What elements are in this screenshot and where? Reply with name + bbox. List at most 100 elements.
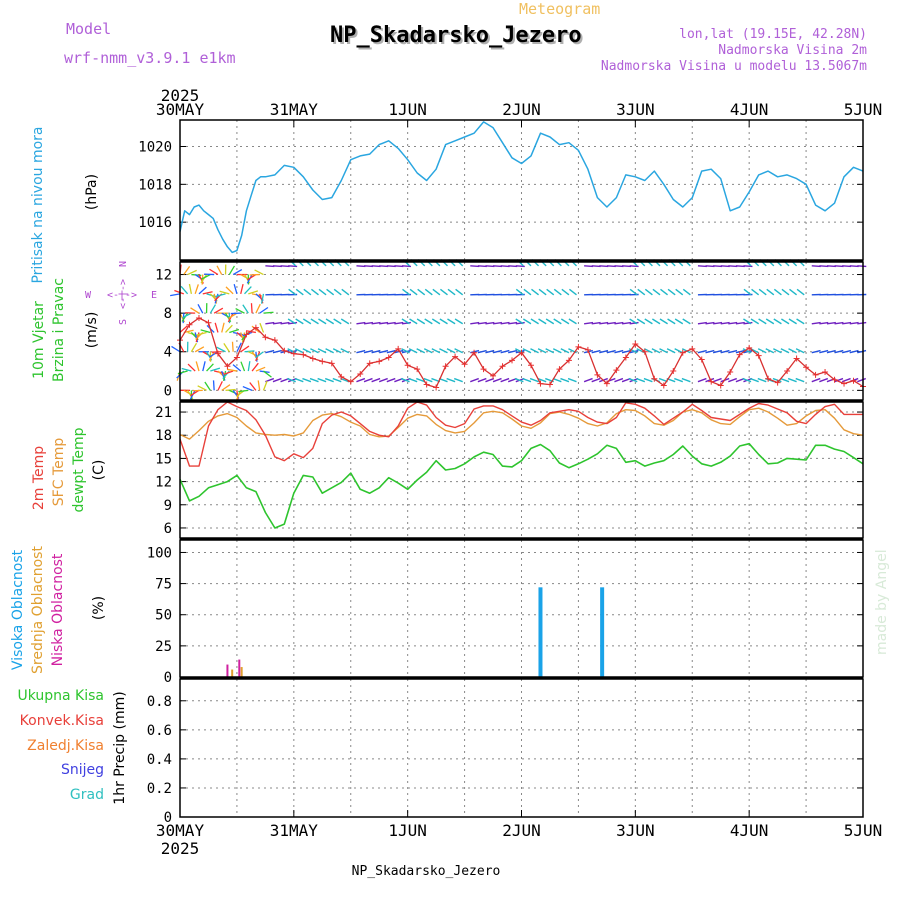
wind-arrow xyxy=(295,288,304,296)
wind-arrow xyxy=(629,321,639,325)
wind-arrow xyxy=(781,318,790,325)
wind-arrow xyxy=(259,306,269,314)
wind-speed-marker xyxy=(727,369,734,376)
wind-speed-marker xyxy=(423,381,430,388)
wind-arrow xyxy=(197,304,204,314)
wind-arrow xyxy=(492,265,503,268)
model-altitude-label: Nadmorska Visina u modelu 13.5067m xyxy=(601,59,867,74)
day-tick-label-top: 1JUN xyxy=(388,100,427,119)
cloud-label-high: Visoka Oblacnost xyxy=(10,549,26,670)
wind-arrow xyxy=(651,318,661,325)
wind-speed-marker xyxy=(803,364,810,371)
wind-arrow xyxy=(781,288,790,296)
wind-ytick-label: 4 xyxy=(164,345,172,361)
wind-arrow xyxy=(310,348,319,354)
wind-arrow xyxy=(545,318,555,325)
station-title-shadow: NP_Skadarsko_Jezero xyxy=(332,25,584,50)
wind-arrow xyxy=(183,266,191,275)
wind-arrow xyxy=(416,318,426,325)
wind-speed-marker xyxy=(271,337,278,344)
wind-speed-marker xyxy=(319,358,326,365)
wind-arrow xyxy=(857,265,867,268)
wind-arrow xyxy=(254,269,264,276)
wind-speed-marker xyxy=(243,331,250,338)
wind-grid xyxy=(180,262,863,400)
wind-arrow xyxy=(371,349,381,354)
wind-arrow xyxy=(294,348,304,354)
wind-arrow xyxy=(485,265,495,268)
wind-arrow xyxy=(371,377,381,383)
precip-unit: 1hr Precip (mm) xyxy=(112,691,128,804)
wind-speed-marker xyxy=(357,370,364,377)
wind-arrow xyxy=(758,288,767,296)
pressure-frame xyxy=(179,119,864,261)
wind-speed-marker xyxy=(414,366,421,373)
wind-arrow xyxy=(294,377,304,383)
wind-arrow xyxy=(455,288,464,296)
precip-ytick-label: 0.6 xyxy=(147,723,172,739)
wind-speed-marker xyxy=(708,378,715,385)
wind-arrow xyxy=(386,349,396,354)
day-tick-label-top: 31MAY xyxy=(270,100,319,119)
wind-arrow xyxy=(567,377,577,383)
wind-arrow xyxy=(560,377,570,383)
temp-ytick-label: 9 xyxy=(164,498,172,514)
wind-arrow xyxy=(713,321,723,325)
wind-arrow xyxy=(652,288,661,296)
wind-arrow xyxy=(508,265,518,268)
year-top: 2025 xyxy=(161,86,200,105)
precip-ytick-label: 0.2 xyxy=(147,781,172,797)
wind-arrow xyxy=(332,377,342,383)
wind-arrow xyxy=(225,286,234,295)
wind-arrow xyxy=(743,265,753,268)
wind-arrow xyxy=(523,288,532,296)
wind-speed-marker xyxy=(546,381,553,388)
cloud-ytick-label: 0 xyxy=(164,670,172,686)
pressure-ytick-label: 1016 xyxy=(138,215,172,231)
temp-unit: (C) xyxy=(91,460,107,481)
day-tick-label-bottom: 31MAY xyxy=(270,821,319,840)
precip-legend-hail: Grad xyxy=(70,787,104,803)
wind-arrow xyxy=(181,367,192,372)
wind-arrow xyxy=(340,377,350,383)
wind-arrow xyxy=(263,311,274,314)
temp-grid xyxy=(180,402,863,538)
wind-arrow xyxy=(446,377,456,383)
wind-unit: (m/s) xyxy=(84,312,100,349)
dewpoint-line xyxy=(179,442,864,529)
wind-arrow xyxy=(242,304,249,314)
wind-arrow xyxy=(363,349,373,354)
wind-arrow xyxy=(743,288,752,296)
wind-arrow xyxy=(401,318,410,325)
precip-grid xyxy=(180,679,863,818)
wind-arrow xyxy=(681,377,691,383)
pressure-grid xyxy=(180,120,863,260)
wind-arrow xyxy=(773,288,782,296)
day-tick-label-bottom: 5JUN xyxy=(844,821,883,840)
wind-arrow xyxy=(453,377,463,383)
wind-speed-marker xyxy=(290,350,297,357)
wind-arrow xyxy=(515,321,525,325)
wind-arrow xyxy=(424,288,433,296)
wind-arrow xyxy=(599,349,609,354)
wind-arrow xyxy=(728,321,738,325)
wind-arrow xyxy=(272,321,282,325)
wind-arrow xyxy=(202,291,213,295)
wind-arrow xyxy=(811,377,821,383)
wind-arrow xyxy=(247,361,251,372)
wind-speed-marker xyxy=(632,341,639,348)
wind-arrow xyxy=(811,349,821,354)
temp-label-2m: 2m Temp xyxy=(31,446,47,510)
pressure-ytick-label: 1020 xyxy=(138,139,172,155)
wind-speed-marker xyxy=(537,380,544,387)
wind-arrow xyxy=(841,377,851,383)
wind-speed-marker xyxy=(195,314,202,321)
wind-arrow xyxy=(394,321,404,325)
wind-arrow xyxy=(200,274,208,284)
wind-arrow xyxy=(259,322,265,333)
wind-arrow xyxy=(629,265,639,268)
day-tick-label-bottom: 4JUN xyxy=(730,821,769,840)
wind-arrow xyxy=(213,307,224,314)
wind-arrow xyxy=(171,345,181,353)
pressure-line xyxy=(179,121,864,254)
